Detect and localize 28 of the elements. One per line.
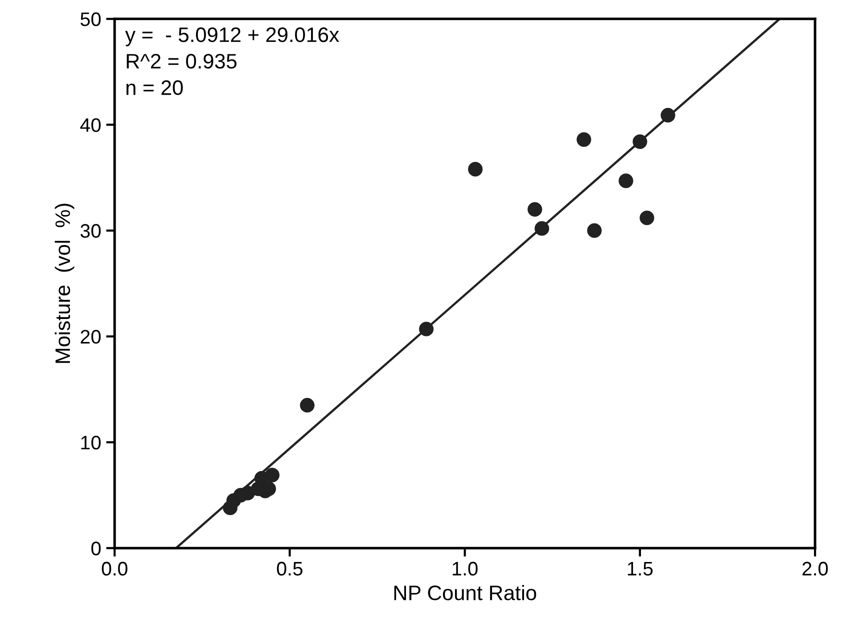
point: [300, 398, 315, 412]
y-tick-label: 50: [80, 12, 101, 26]
y-tick-label: 0: [91, 542, 101, 556]
point: [576, 132, 592, 147]
point: [468, 162, 483, 176]
annotation: n = 20: [126, 80, 183, 96]
y-tick-label: 40: [80, 118, 101, 132]
point: [528, 202, 542, 217]
point: [618, 174, 634, 188]
point: [632, 134, 648, 149]
point: [660, 108, 676, 122]
y-tick-label: 30: [80, 224, 101, 238]
point: [587, 223, 602, 238]
x-axis-title: NP Count Ratio: [394, 584, 536, 600]
annotation: R^2 = 0.935: [126, 54, 237, 69]
y-tick-label: 20: [80, 330, 101, 344]
x-tick-label: 2.0: [802, 562, 828, 576]
x-tick-label: 1.0: [452, 562, 478, 576]
x-tick-label: 0.0: [102, 562, 128, 576]
y-axis-title: Moisture (vol %): [54, 204, 74, 363]
x-tick-label: 1.5: [628, 562, 653, 576]
point: [640, 210, 654, 226]
x-tick-label: 0.5: [276, 562, 302, 576]
y-tick-label: 10: [81, 436, 101, 450]
point: [534, 221, 550, 236]
point: [419, 322, 434, 336]
annotation: y = - 5.0912 + 29.016x: [125, 27, 340, 46]
point: [264, 468, 280, 482]
